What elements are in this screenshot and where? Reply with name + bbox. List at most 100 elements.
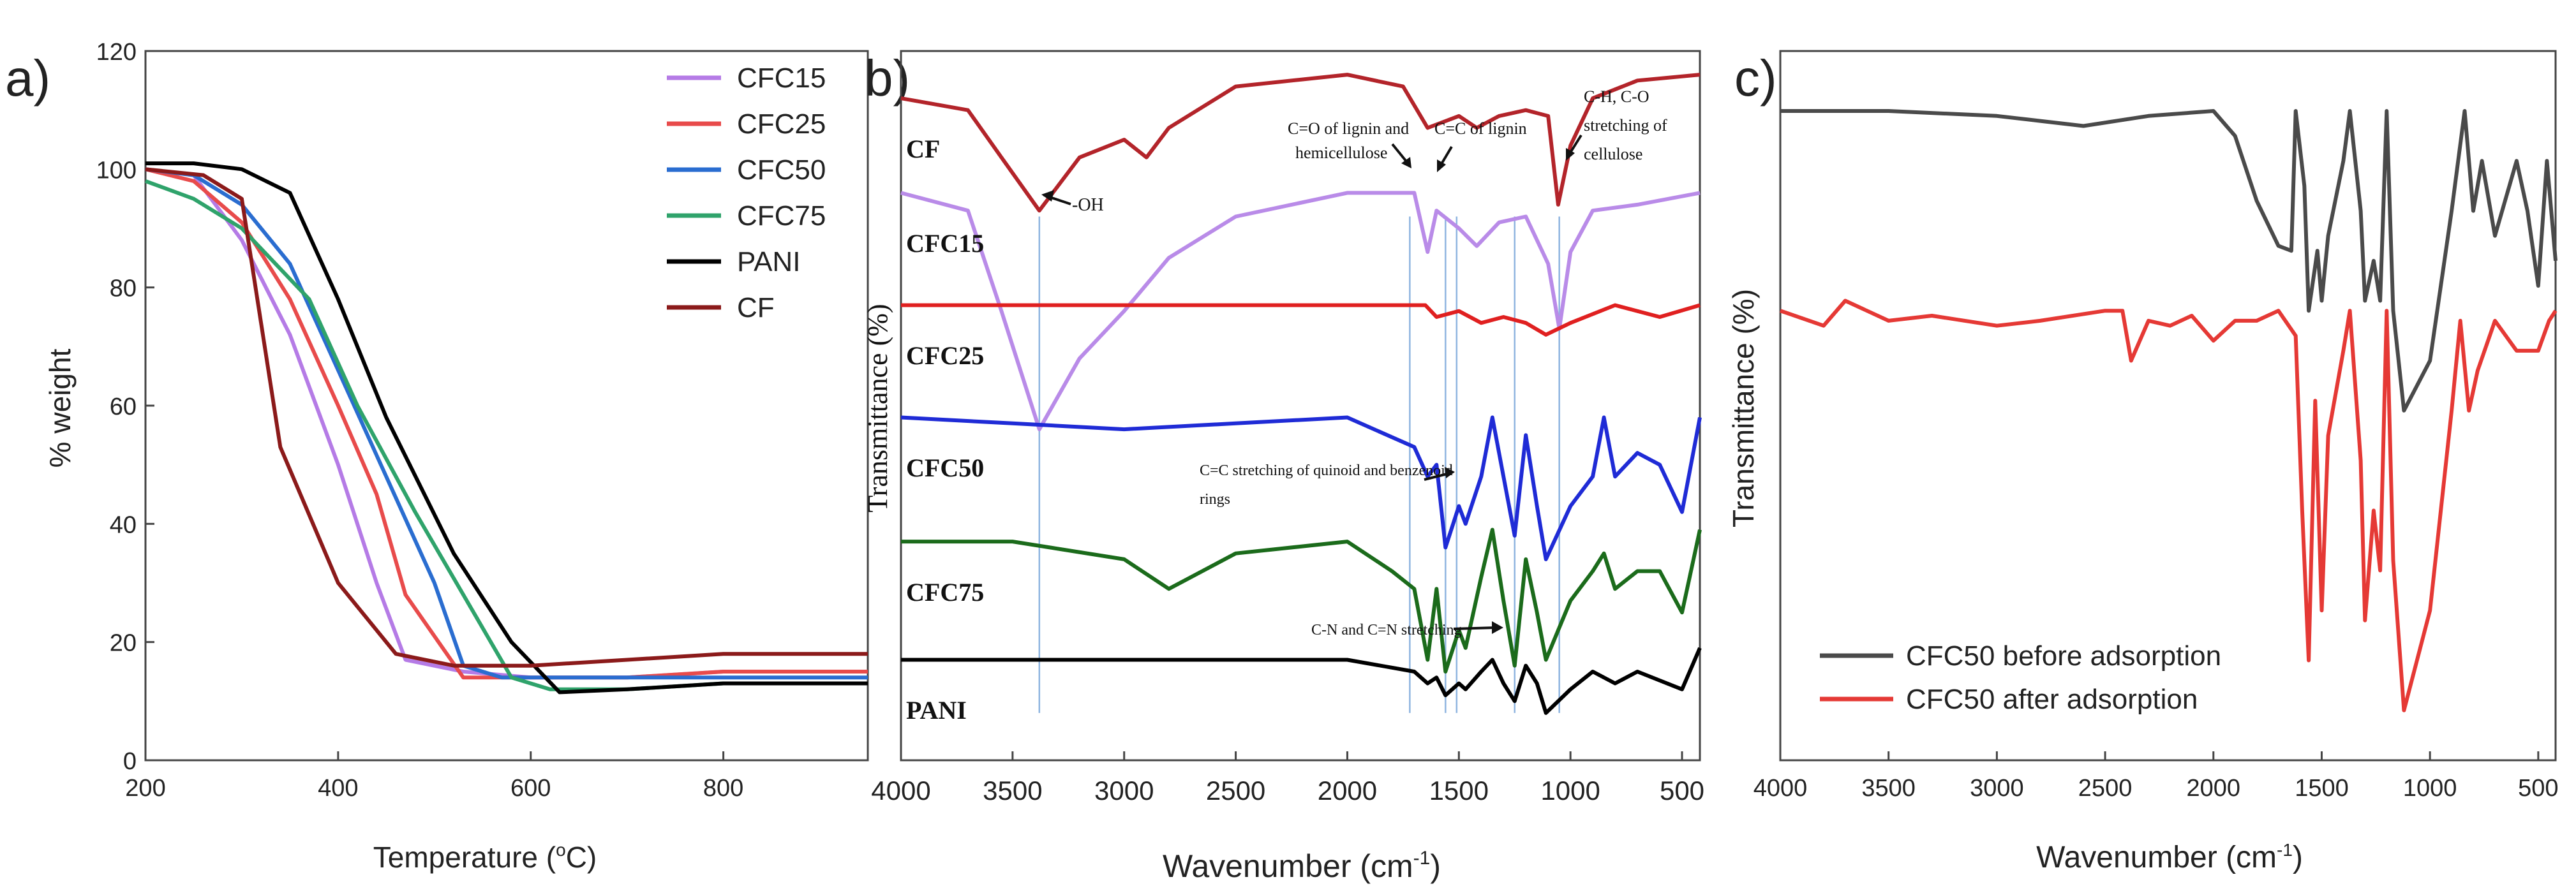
panel-a: a) 0 20 40 60 80 100 120 200 400 600 800 % weight… — [5, 39, 869, 874]
panel-b-series-pani — [901, 647, 1702, 715]
annotation-cn: C-N and C=N stretching — [1311, 622, 1462, 638]
panel-c-series — [1780, 109, 2557, 712]
panel-b-x-tick-label-2500: 2500 — [1206, 776, 1265, 806]
panel-b-x-axis-label-tail: ) — [1430, 848, 1441, 884]
panel-b-series-label-cf: CF — [906, 135, 940, 163]
panel-a-x-axis-label-sup: o — [556, 840, 566, 860]
panel-c-x-tick-label-1500: 1500 — [2295, 775, 2349, 802]
panel-a-series — [144, 161, 868, 695]
panel-a-y-tick-label-0: 0 — [123, 748, 137, 775]
panel-a-x-axis-label-tail: C) — [566, 841, 597, 874]
panel-a-series-pani — [145, 161, 868, 695]
panel-b-reference-lines — [1038, 216, 1560, 713]
panel-c-x-tick-label-1000: 1000 — [2403, 775, 2457, 802]
panel-a-series-cfc15 — [145, 167, 868, 680]
panel-a-y-tick-label-60: 60 — [110, 394, 137, 420]
panel-c-x-tick-label-3500: 3500 — [1861, 775, 1916, 802]
panel-b-x-tick-label-1500: 1500 — [1429, 776, 1489, 806]
panel-b-x-tick-label-3500: 3500 — [983, 776, 1042, 806]
annotation-oh-arrowhead — [1041, 190, 1054, 202]
panel-b-annotations: -OH C=O of lignin and hemicellulose C=C … — [1041, 87, 1667, 638]
panel-c: c) 4000 3500 3000 2500 2000 1500 1000 500 Trans… — [1727, 50, 2559, 874]
panel-b-x-tick-label-2000: 2000 — [1318, 776, 1377, 806]
panel-a-y-tick-label-120: 120 — [96, 39, 137, 66]
panel-c-y-axis-label: Transmittance (%) — [1727, 289, 1760, 527]
annotation-cc-lignin: C=C of lignin — [1434, 119, 1527, 138]
panel-b-series — [900, 73, 1702, 715]
annotation-co-lignin-line2: hemicellulose — [1295, 144, 1387, 162]
panel-c-x-axis-label: Wavenumber (cm-1) — [2036, 840, 2303, 874]
panel-b-x-axis-label: Wavenumber (cm-1) — [1163, 848, 1441, 884]
annotation-cn-arrow — [1453, 626, 1498, 630]
panel-b-x-ticks: 4000 3500 3000 2500 2000 1500 1000 500 — [871, 751, 1704, 806]
annotation-cn-arrowhead — [1492, 621, 1503, 634]
annotation-quinoid-line1: C=C stretching of quinoid and benzenoid — [1200, 462, 1453, 479]
panel-c-x-axis-label-sup: -1 — [2277, 840, 2293, 860]
panel-a-y-tick-label-100: 100 — [96, 157, 137, 184]
panel-b-x-tick-label-4000: 4000 — [871, 776, 930, 806]
panel-b-plot-frame — [900, 50, 1701, 762]
panel-a-y-ticks: 0 20 40 60 80 100 120 — [96, 39, 154, 775]
panel-c-legend-label-cfc50-after-adsorption: CFC50 after adsorption — [1906, 684, 2198, 715]
panel-a-y-axis-label: % weight — [43, 348, 77, 468]
panel-b-series-cfc50 — [900, 415, 1702, 561]
panel-b-series-label-cfc75: CFC75 — [906, 578, 984, 607]
panel-a-legend-label-cfc25: CFC25 — [737, 108, 826, 140]
annotation-oh: -OH — [1072, 195, 1104, 215]
panel-b-x-axis-label-main: Wavenumber (cm — [1163, 848, 1413, 884]
panel-a-legend-label-cfc50: CFC50 — [737, 154, 826, 186]
panel-a-legend-label-pani: PANI — [737, 246, 800, 277]
panel-a-legend-label-cfc15: CFC15 — [737, 63, 826, 94]
panel-a-label: a) — [5, 50, 50, 107]
annotation-quinoid-arrowhead — [1445, 467, 1455, 478]
panel-b-series-label-cfc15: CFC15 — [906, 229, 984, 258]
annotation-ch-line2: stretching of — [1584, 116, 1667, 135]
annotation-ch-line1: C-H, C-O — [1584, 87, 1649, 106]
panel-a-legend-label-cf: CF — [737, 292, 775, 323]
annotation-ch-arrowhead — [1566, 148, 1575, 161]
panel-a-x-ticks: 200 400 600 800 — [125, 751, 743, 802]
panel-c-x-axis-label-tail: ) — [2293, 841, 2303, 874]
panel-c-x-tick-label-4000: 4000 — [1753, 775, 1808, 802]
annotation-co-lignin-line1: C=O of lignin and — [1288, 119, 1409, 138]
panel-a-y-tick-label-80: 80 — [110, 276, 137, 302]
panel-a-series-cfc25 — [145, 167, 868, 680]
panel-b-series-label-cfc25: CFC25 — [906, 341, 984, 370]
panel-c-x-axis-label-main: Wavenumber (cm — [2036, 841, 2277, 874]
panel-c-series-cfc50-after-adsorption — [1780, 298, 2557, 712]
annotation-cc-lignin-arrowhead — [1437, 159, 1446, 172]
panel-c-x-tick-label-2500: 2500 — [2078, 775, 2133, 802]
panel-a-y-tick-label-20: 20 — [110, 630, 137, 657]
panel-c-legend: CFC50 before adsorption CFC50 after adsor… — [1820, 640, 2221, 715]
panel-c-x-tick-label-3000: 3000 — [1970, 775, 2024, 802]
panel-a-x-axis-label-main: Temperature ( — [373, 841, 556, 874]
panel-c-plot-frame — [1779, 50, 2557, 762]
panel-c-x-ticks: 4000 3500 3000 2500 2000 1500 1000 500 — [1753, 751, 2559, 802]
panel-b-y-axis-label: Transmittance (%) — [862, 304, 893, 512]
panel-b-series-label-pani: PANI — [906, 696, 967, 725]
panel-c-label: c) — [1734, 50, 1777, 107]
panel-a-legend: CFC15 CFC25 CFC50 CFC75 PANI CF — [667, 63, 826, 323]
panel-c-x-tick-label-2000: 2000 — [2186, 775, 2240, 802]
panel-c-legend-label-cfc50-before-adsorption: CFC50 before adsorption — [1906, 640, 2221, 672]
panel-b-x-tick-label-3000: 3000 — [1094, 776, 1154, 806]
panel-a-x-tick-label-200: 200 — [125, 775, 165, 802]
panel-b-series-cfc75 — [901, 527, 1702, 674]
panel-b-x-tick-label-500: 500 — [1660, 776, 1704, 806]
panel-a-x-tick-label-400: 400 — [318, 775, 358, 802]
panel-b-series-cf — [900, 73, 1701, 213]
panel-b-series-cfc15 — [900, 191, 1701, 432]
panel-b-series-labels: CF CFC15 CFC25 CFC50 CFC75 PANI — [906, 135, 984, 725]
annotation-quinoid-line2: rings — [1200, 491, 1230, 508]
panel-c-x-tick-label-500: 500 — [2518, 775, 2558, 802]
panel-a-y-tick-label-40: 40 — [110, 512, 137, 538]
panel-b-series-label-cfc50: CFC50 — [906, 453, 984, 482]
panel-b-x-axis-label-sup: -1 — [1413, 848, 1431, 869]
panel-a-x-tick-label-800: 800 — [703, 775, 743, 802]
panel-c-series-cfc50-before-adsorption — [1780, 109, 2557, 413]
panel-a-series-cfc50 — [145, 167, 868, 680]
panel-a-series-cf — [145, 167, 868, 668]
panel-a-legend-label-cfc75: CFC75 — [737, 200, 826, 232]
panel-b-x-tick-label-1000: 1000 — [1540, 776, 1600, 806]
